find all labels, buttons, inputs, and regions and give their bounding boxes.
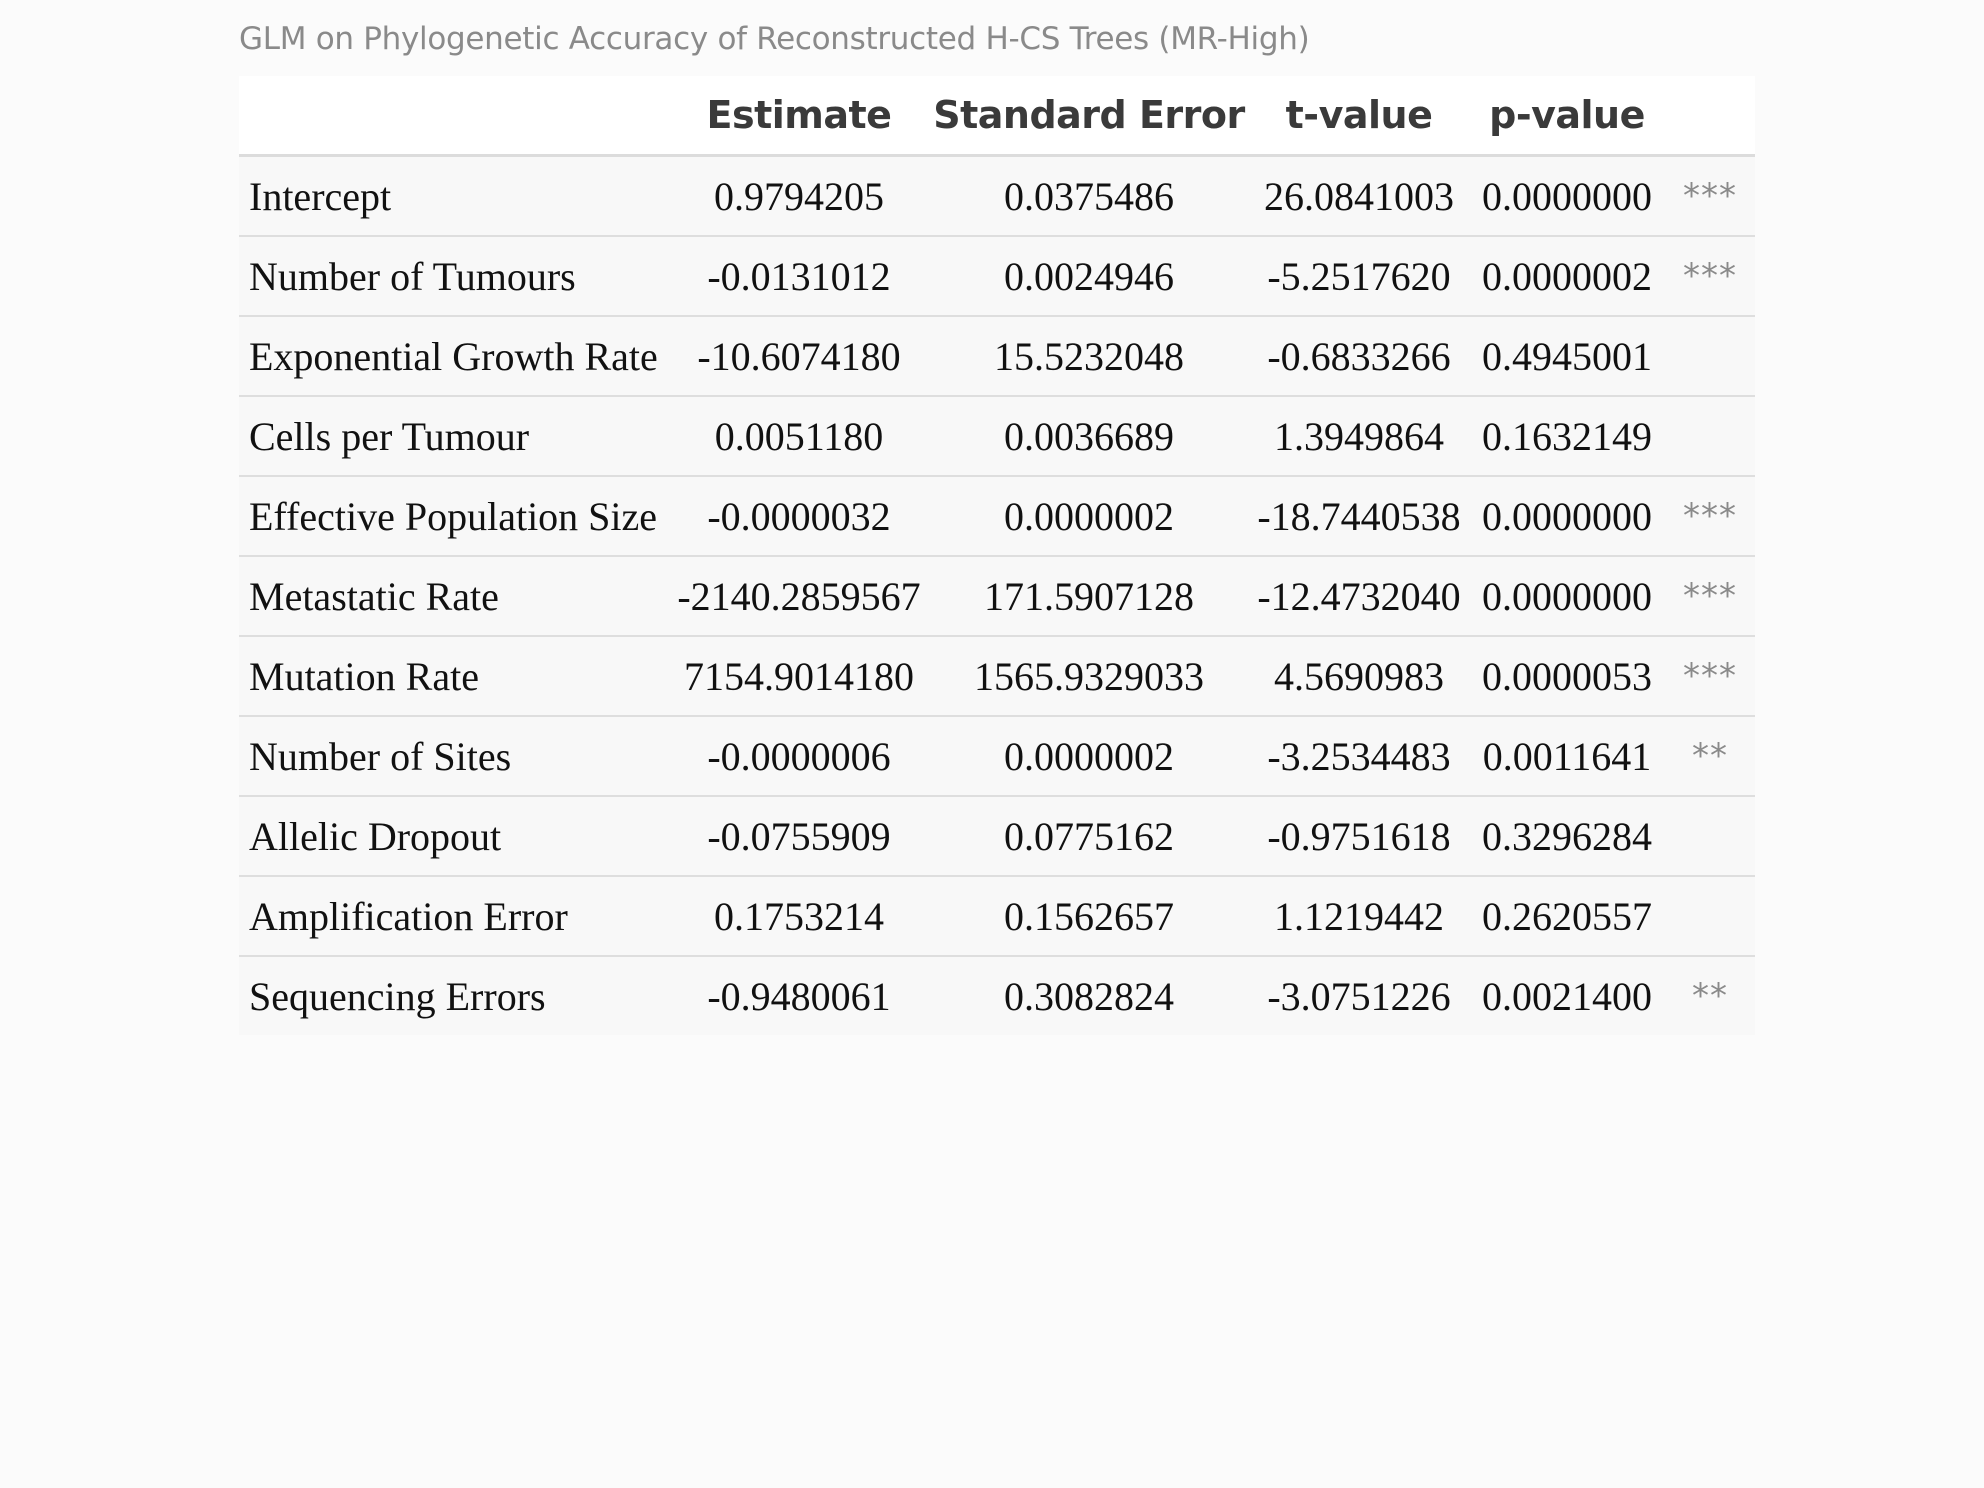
p-value-cell: 0.4945001 — [1469, 316, 1665, 397]
header-estimate: Estimate — [669, 76, 929, 157]
std-error-cell: 0.3082824 — [1004, 973, 1174, 1019]
table-row: Amplification Error 0.1753214 0.1562657 … — [239, 876, 1755, 957]
std-error-cell: 1565.9329033 — [929, 636, 1249, 717]
std-error-cell: 0.1562657 — [929, 876, 1249, 957]
significance-stars-cell: *** — [1665, 236, 1755, 317]
p-value-cell: 0.0000000 — [1469, 556, 1665, 637]
header-row: Estimate Standard Error t-value p-value — [239, 76, 1755, 157]
t-value-cell: -5.2517620 — [1249, 236, 1469, 317]
significance-stars-cell: ** — [1692, 976, 1728, 1016]
table-row: Effective Population Size -0.0000032 0.0… — [239, 476, 1755, 557]
p-value-cell: 0.0021400 — [1482, 973, 1652, 1019]
header-standard-error: Standard Error — [929, 76, 1249, 157]
table-row: Cells per Tumour 0.0051180 0.0036689 1.3… — [239, 396, 1755, 477]
table-row: Intercept 0.9794205 0.0375486 26.0841003… — [239, 155, 1755, 237]
term-name-cell: Cells per Tumour — [239, 396, 669, 477]
term-name-cell: Amplification Error — [239, 876, 669, 957]
table-row: Allelic Dropout -0.0755909 0.0775162 -0.… — [239, 796, 1755, 877]
std-error-cell: 15.5232048 — [929, 316, 1249, 397]
significance-stars-cell: *** — [1665, 556, 1755, 637]
estimate-cell: -0.0000032 — [669, 476, 929, 557]
t-value-cell: 1.1219442 — [1249, 876, 1469, 957]
std-error-cell: 0.0775162 — [929, 796, 1249, 877]
term-name-cell: Number of Sites — [239, 716, 669, 797]
p-value-cell: 0.0000053 — [1469, 636, 1665, 717]
term-name-cell: Mutation Rate — [239, 636, 669, 717]
table-row: Sequencing Errors -0.9480061 0.3082824 -… — [239, 956, 1755, 1035]
glm-results-table: Estimate Standard Error t-value p-value … — [239, 76, 1755, 1035]
t-value-cell: 26.0841003 — [1249, 155, 1469, 237]
p-value-cell: 0.0000002 — [1469, 236, 1665, 317]
table-row: Mutation Rate 7154.9014180 1565.9329033 … — [239, 636, 1755, 717]
estimate-cell: 7154.9014180 — [669, 636, 929, 717]
regression-table-container: GLM on Phylogenetic Accuracy of Reconstr… — [239, 14, 1755, 1035]
p-value-cell: 0.0000000 — [1469, 155, 1665, 237]
t-value-cell: -12.4732040 — [1249, 556, 1469, 637]
t-value-cell: -0.6833266 — [1249, 316, 1469, 397]
significance-stars-cell — [1665, 796, 1755, 877]
p-value-cell: 0.1632149 — [1469, 396, 1665, 477]
t-value-cell: 4.5690983 — [1249, 636, 1469, 717]
estimate-cell: -0.0755909 — [669, 796, 929, 877]
significance-stars-cell — [1665, 396, 1755, 477]
term-name-cell: Metastatic Rate — [239, 556, 669, 637]
estimate-cell: 0.1753214 — [669, 876, 929, 957]
table-row: Number of Sites -0.0000006 0.0000002 -3.… — [239, 716, 1755, 797]
table-body: Intercept 0.9794205 0.0375486 26.0841003… — [239, 155, 1755, 1035]
t-value-cell: -18.7440538 — [1249, 476, 1469, 557]
t-value-cell: -3.2534483 — [1249, 716, 1469, 797]
table-row: Number of Tumours -0.0131012 0.0024946 -… — [239, 236, 1755, 317]
p-value-cell: 0.3296284 — [1469, 796, 1665, 877]
table-header: Estimate Standard Error t-value p-value — [239, 76, 1755, 157]
significance-stars-cell: *** — [1665, 636, 1755, 717]
estimate-cell: 0.9794205 — [669, 155, 929, 237]
term-name-cell: Allelic Dropout — [239, 796, 669, 877]
std-error-cell: 171.5907128 — [929, 556, 1249, 637]
t-value-cell: -0.9751618 — [1249, 796, 1469, 877]
table-row: Exponential Growth Rate -10.6074180 15.5… — [239, 316, 1755, 397]
term-name-cell: Intercept — [239, 155, 669, 237]
header-term — [239, 76, 669, 157]
estimate-cell: -0.0000006 — [669, 716, 929, 797]
term-name-cell: Exponential Growth Rate — [239, 316, 669, 397]
std-error-cell: 0.0375486 — [929, 155, 1249, 237]
significance-stars-cell: ** — [1665, 716, 1755, 797]
p-value-cell: 0.0000000 — [1469, 476, 1665, 557]
t-value-cell: -3.0751226 — [1267, 973, 1451, 1019]
p-value-cell: 0.2620557 — [1469, 876, 1665, 957]
estimate-cell: 0.0051180 — [669, 396, 929, 477]
t-value-cell: 1.3949864 — [1249, 396, 1469, 477]
term-name-cell: Number of Tumours — [239, 236, 669, 317]
std-error-cell: 0.0036689 — [929, 396, 1249, 477]
significance-stars-cell: *** — [1665, 476, 1755, 557]
significance-stars-cell — [1665, 316, 1755, 397]
estimate-cell: -10.6074180 — [669, 316, 929, 397]
estimate-cell: -2140.2859567 — [669, 556, 929, 637]
std-error-cell: 0.0024946 — [929, 236, 1249, 317]
p-value-cell: 0.0011641 — [1469, 716, 1665, 797]
table-row: Metastatic Rate -2140.2859567 171.590712… — [239, 556, 1755, 637]
significance-stars-cell — [1665, 876, 1755, 957]
term-name-cell: Sequencing Errors — [249, 973, 546, 1019]
header-t-value: t-value — [1249, 76, 1469, 157]
significance-stars-cell: *** — [1665, 155, 1755, 237]
estimate-cell: -0.0131012 — [669, 236, 929, 317]
term-name-cell: Effective Population Size — [239, 476, 669, 557]
estimate-cell: -0.9480061 — [707, 973, 891, 1019]
std-error-cell: 0.0000002 — [929, 476, 1249, 557]
header-p-value: p-value — [1469, 76, 1665, 157]
std-error-cell: 0.0000002 — [929, 716, 1249, 797]
table-caption: GLM on Phylogenetic Accuracy of Reconstr… — [239, 21, 1310, 57]
header-significance — [1665, 76, 1755, 157]
